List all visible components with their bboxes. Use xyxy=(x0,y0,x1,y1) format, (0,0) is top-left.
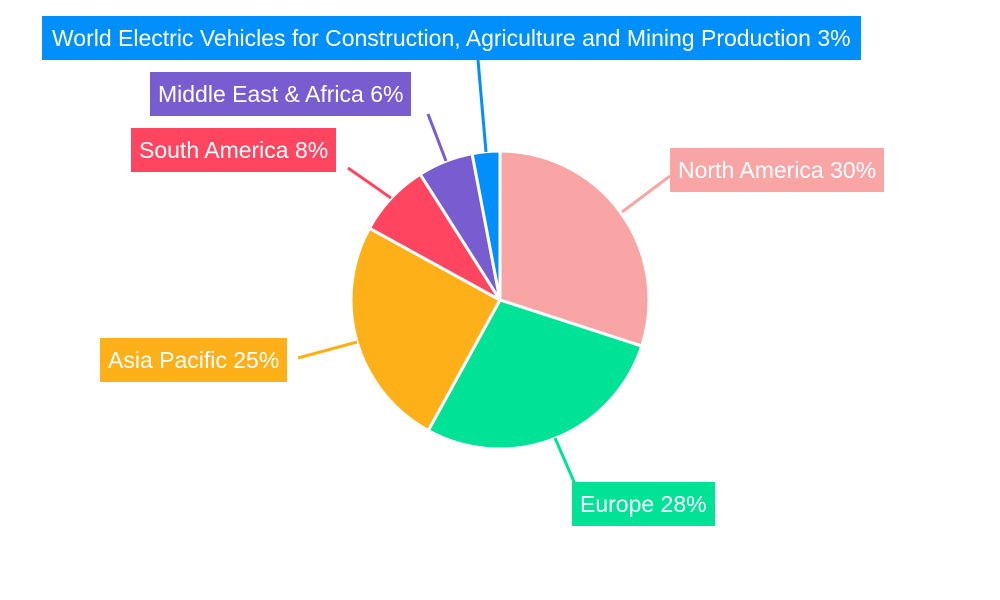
leader-line-middle-east-africa xyxy=(426,113,448,162)
leader-line-asia-pacific xyxy=(297,340,358,360)
pie-slice-asia-pacific[interactable] xyxy=(349,226,503,433)
data-label-europe: Europe 28% xyxy=(572,482,715,526)
data-label-south-america: South America 8% xyxy=(131,128,337,172)
leader-line-south-america xyxy=(347,166,392,200)
pie-slice-north-america[interactable] xyxy=(498,149,651,348)
data-label-asia-pacific: Asia Pacific 25% xyxy=(100,338,288,382)
leader-line-europe xyxy=(553,437,577,485)
data-label-world: World Electric Vehicles for Construction… xyxy=(42,16,861,60)
leader-line-north-america xyxy=(621,174,671,214)
data-label-middle-east-africa: Middle East & Africa 6% xyxy=(150,72,412,116)
leader-line-world xyxy=(476,59,488,153)
data-label-north-america: North America 30% xyxy=(670,148,885,192)
